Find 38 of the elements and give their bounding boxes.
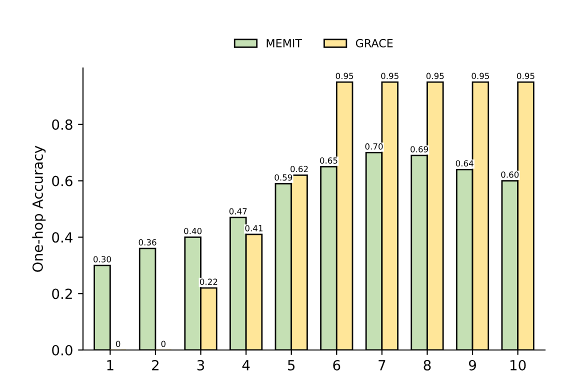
y-tick-label: 0.2 [52,288,72,300]
x-tick-label: 5 [288,360,295,370]
x-tick-label: 8 [424,360,431,370]
data-label: 0.62 [290,166,308,172]
data-label: 0.95 [472,72,490,80]
data-label: 0.95 [336,72,354,80]
x-tick-label: 2 [152,360,158,370]
x-tick-label: 9 [468,360,476,370]
x-tick-label: 10 [510,360,526,370]
data-label: 0.40 [184,228,202,234]
x-tick-label: 7 [378,360,386,370]
data-label: 0.47 [229,208,247,214]
y-tick-label: 0.0 [52,344,72,356]
data-label: 0.22 [200,278,218,285]
x-tick-label: 6 [333,360,340,370]
data-label: 0.69 [410,146,428,152]
y-tick-label: 0.8 [52,119,72,130]
data-label: 0.30 [94,256,111,262]
data-label: 0.95 [426,72,444,80]
y-tick-label: 0.6 [52,176,72,186]
legend-label: GRACE [356,38,393,48]
x-tick-label: 3 [197,360,204,370]
data-label: 0 [116,340,120,347]
data-label: 0.41 [245,225,262,232]
y-axis-title: One-hop Accuracy [32,146,46,272]
data-label: 0.60 [501,171,519,178]
data-label: 0.64 [456,160,474,167]
data-label: 0.95 [517,72,534,80]
data-label: 0.95 [381,72,398,80]
x-tick-label: 1 [107,360,114,370]
data-label: 0.65 [320,157,338,164]
data-label: 0 [161,340,166,347]
legend-label: MEMIT [266,39,302,48]
data-label: 0.36 [138,239,156,246]
x-tick-label: 4 [242,360,250,370]
y-tick-label: 0.4 [52,232,72,243]
data-label: 0.70 [365,143,383,150]
data-label: 0.59 [274,174,292,181]
